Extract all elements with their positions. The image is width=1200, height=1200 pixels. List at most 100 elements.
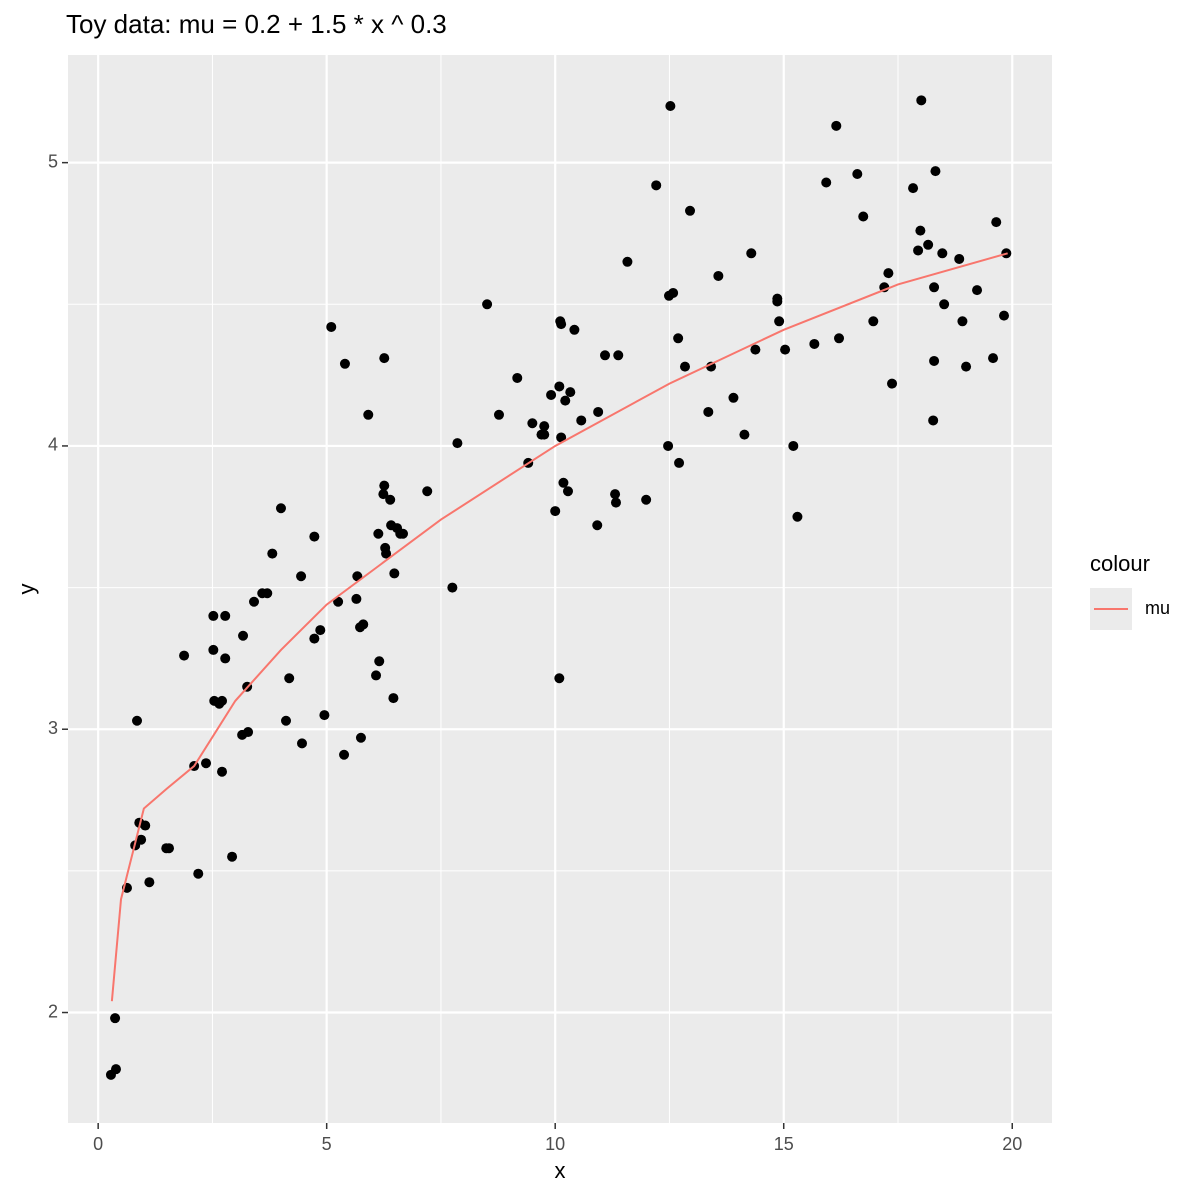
y-tick-label: 2 bbox=[48, 1001, 58, 1021]
point bbox=[988, 353, 999, 364]
point bbox=[679, 361, 690, 372]
y-tick-label: 4 bbox=[48, 435, 58, 455]
point bbox=[592, 520, 603, 531]
point bbox=[610, 497, 621, 508]
point bbox=[703, 406, 714, 417]
point bbox=[398, 528, 409, 539]
point bbox=[852, 168, 863, 179]
point bbox=[651, 180, 662, 191]
point bbox=[668, 287, 679, 298]
point bbox=[319, 710, 330, 721]
point bbox=[527, 418, 538, 429]
point bbox=[961, 361, 972, 372]
point bbox=[831, 120, 842, 131]
point bbox=[388, 693, 399, 704]
point bbox=[512, 372, 523, 383]
point bbox=[554, 673, 565, 684]
point bbox=[550, 506, 561, 517]
point bbox=[281, 715, 292, 726]
point bbox=[908, 183, 919, 194]
point bbox=[957, 316, 968, 327]
point bbox=[339, 358, 350, 369]
point bbox=[309, 531, 320, 542]
point bbox=[447, 582, 458, 593]
point bbox=[326, 321, 337, 332]
point bbox=[297, 738, 308, 749]
point bbox=[482, 299, 493, 310]
point bbox=[339, 749, 350, 760]
x-tick-label: 15 bbox=[774, 1134, 794, 1154]
point bbox=[217, 766, 228, 777]
point bbox=[916, 95, 927, 106]
point bbox=[358, 619, 369, 630]
point bbox=[351, 593, 362, 604]
x-tick-label: 20 bbox=[1002, 1134, 1022, 1154]
point bbox=[238, 630, 249, 641]
panel bbox=[68, 55, 1052, 1123]
point bbox=[622, 256, 633, 267]
point bbox=[546, 389, 557, 400]
point bbox=[243, 727, 254, 738]
point bbox=[275, 503, 286, 514]
point bbox=[750, 344, 761, 355]
point bbox=[954, 253, 965, 264]
point bbox=[110, 1064, 121, 1075]
legend-label: mu bbox=[1145, 598, 1170, 618]
point bbox=[560, 395, 571, 406]
point bbox=[673, 333, 684, 344]
point bbox=[373, 528, 384, 539]
x-tick-label: 10 bbox=[545, 1134, 565, 1154]
point bbox=[493, 409, 504, 420]
point bbox=[929, 282, 940, 293]
point bbox=[663, 440, 674, 451]
point bbox=[665, 100, 676, 111]
x-tick-label: 5 bbox=[322, 1134, 332, 1154]
point bbox=[110, 1013, 121, 1024]
point bbox=[562, 486, 573, 497]
point bbox=[217, 695, 228, 706]
point bbox=[556, 319, 567, 330]
point bbox=[389, 568, 400, 579]
point bbox=[991, 217, 1002, 228]
point bbox=[539, 429, 550, 440]
point bbox=[355, 732, 366, 743]
point bbox=[937, 248, 948, 259]
line bbox=[110, 252, 1008, 1002]
point bbox=[140, 820, 151, 831]
point bbox=[132, 715, 143, 726]
point bbox=[788, 440, 799, 451]
point bbox=[227, 851, 238, 862]
point bbox=[928, 415, 939, 426]
point bbox=[136, 834, 147, 845]
point bbox=[674, 457, 685, 468]
point bbox=[379, 353, 390, 364]
point bbox=[774, 316, 785, 327]
point bbox=[887, 378, 898, 389]
point bbox=[539, 421, 550, 432]
point bbox=[309, 633, 320, 644]
point bbox=[576, 415, 587, 426]
y-axis-label: y bbox=[14, 584, 39, 595]
legend-title: colour bbox=[1090, 551, 1150, 576]
point bbox=[267, 548, 278, 559]
point bbox=[201, 758, 212, 769]
point bbox=[333, 596, 344, 607]
point bbox=[315, 625, 326, 636]
point bbox=[972, 285, 983, 296]
point bbox=[220, 653, 231, 664]
point bbox=[452, 438, 463, 449]
x-tick-label: 0 bbox=[93, 1134, 103, 1154]
point bbox=[144, 877, 155, 888]
point bbox=[179, 650, 190, 661]
point bbox=[565, 387, 576, 398]
point bbox=[772, 296, 783, 307]
point bbox=[371, 670, 382, 681]
point bbox=[913, 245, 924, 256]
point bbox=[915, 225, 926, 236]
point bbox=[385, 494, 396, 505]
point bbox=[728, 392, 739, 403]
point bbox=[378, 489, 389, 500]
point bbox=[930, 166, 941, 177]
point bbox=[739, 429, 750, 440]
point bbox=[641, 494, 652, 505]
